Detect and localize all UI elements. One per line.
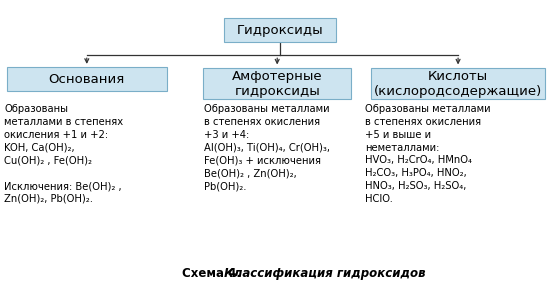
Text: Амфотерные
гидроксиды: Амфотерные гидроксиды <box>232 69 323 98</box>
Text: Образованы металлами
в степенях окисления
+3 и +4:
Al(OH)₃, Ti(OH)₄, Cr(OH)₃,
Fe: Образованы металлами в степенях окислени… <box>204 104 330 191</box>
Text: Основания: Основания <box>49 73 125 86</box>
Text: Кислоты
(кислородсодержащие): Кислоты (кислородсодержащие) <box>374 69 542 98</box>
Text: Схема 4.: Схема 4. <box>182 267 241 280</box>
Text: Образованы
металлами в степенях
окисления +1 и +2:
KOH, Ca(OH)₂,
Cu(OH)₂ , Fe(OH: Образованы металлами в степенях окислени… <box>4 104 124 204</box>
Text: Образованы металлами
в степенях окисления
+5 и выше и
неметаллами:
HVO₃, H₂CrO₄,: Образованы металлами в степенях окислени… <box>365 104 491 204</box>
FancyBboxPatch shape <box>224 18 336 42</box>
FancyBboxPatch shape <box>203 68 352 99</box>
Text: Гидроксиды: Гидроксиды <box>237 24 323 37</box>
FancyBboxPatch shape <box>7 67 167 91</box>
Text: Классификация гидроксидов: Классификация гидроксидов <box>220 267 426 280</box>
FancyBboxPatch shape <box>371 68 545 99</box>
